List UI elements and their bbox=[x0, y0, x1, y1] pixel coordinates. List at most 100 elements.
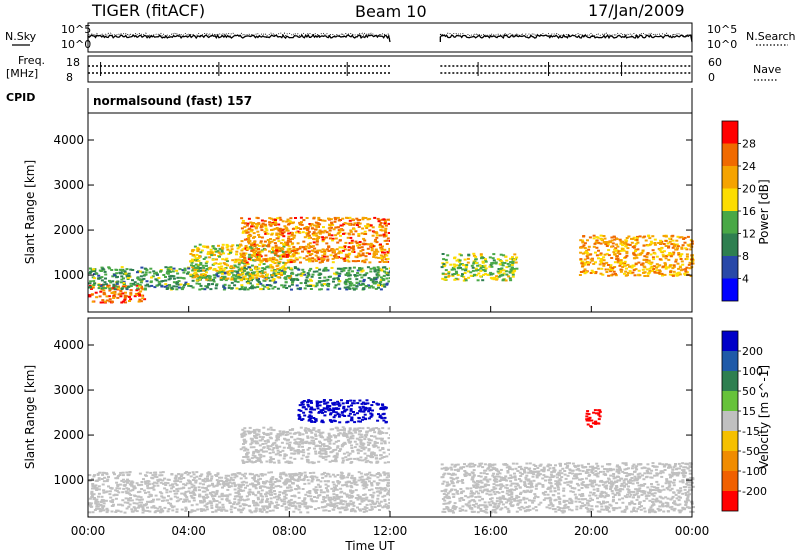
echo-cell bbox=[260, 501, 264, 504]
echo-cell bbox=[223, 275, 227, 278]
echo-cell bbox=[330, 234, 334, 237]
echo-cell bbox=[294, 247, 298, 250]
echo-cell bbox=[136, 271, 139, 274]
echo-cell bbox=[175, 492, 179, 495]
echo-cell bbox=[253, 485, 257, 488]
echo-cell bbox=[337, 275, 341, 277]
echo-cell bbox=[656, 265, 660, 268]
echo-cell bbox=[262, 507, 266, 510]
echo-cell bbox=[280, 271, 283, 274]
echo-cell bbox=[362, 497, 366, 500]
echo-cell bbox=[124, 490, 128, 493]
echo-cell bbox=[292, 501, 296, 504]
echo-cell bbox=[384, 224, 388, 227]
echo-cell bbox=[279, 228, 283, 231]
echo-cell bbox=[153, 481, 157, 484]
echo-cell bbox=[189, 494, 193, 497]
echo-cell bbox=[338, 502, 342, 505]
echo-cell bbox=[268, 223, 272, 226]
echo-cell bbox=[268, 452, 272, 455]
echo-cell bbox=[127, 499, 131, 502]
echo-cell bbox=[242, 480, 246, 483]
echo-cell bbox=[134, 509, 137, 512]
echo-cell bbox=[329, 501, 333, 504]
echo-cell bbox=[160, 495, 164, 498]
echo-cell bbox=[177, 473, 181, 476]
echo-cell bbox=[317, 460, 321, 463]
echo-cell bbox=[158, 491, 162, 494]
echo-cell bbox=[365, 510, 369, 513]
echo-cell bbox=[206, 251, 210, 254]
echo-cell bbox=[309, 285, 312, 287]
echo-cell bbox=[334, 284, 338, 287]
echo-cell bbox=[459, 254, 463, 257]
echo-cell bbox=[361, 218, 365, 221]
echo-cell bbox=[164, 266, 168, 269]
echo-cell bbox=[149, 267, 153, 270]
echo-cell bbox=[357, 234, 361, 237]
echo-cell bbox=[270, 229, 273, 231]
echo-cell bbox=[453, 278, 457, 281]
echo-cell bbox=[222, 277, 226, 280]
echo-cell bbox=[91, 478, 94, 481]
echo-cell bbox=[172, 285, 176, 288]
echo-cell bbox=[311, 436, 315, 439]
echo-cell bbox=[301, 438, 305, 441]
echo-cell bbox=[184, 508, 188, 511]
echo-cell bbox=[263, 285, 267, 288]
echo-cell bbox=[241, 503, 245, 506]
echo-cell bbox=[112, 285, 116, 288]
echo-cell bbox=[295, 474, 299, 477]
echo-cell bbox=[379, 254, 383, 257]
echo-cell bbox=[341, 249, 345, 252]
echo-cell bbox=[331, 508, 335, 511]
echo-cell bbox=[315, 224, 319, 227]
echo-cell bbox=[502, 254, 506, 257]
echo-cell bbox=[336, 272, 340, 275]
echo-cell bbox=[385, 267, 389, 270]
echo-cell bbox=[268, 506, 271, 508]
echo-cell bbox=[268, 250, 271, 253]
echo-cell bbox=[106, 509, 110, 512]
echo-cell bbox=[364, 258, 368, 261]
echo-cell bbox=[168, 484, 172, 487]
echo-cell bbox=[101, 473, 105, 476]
echo-cell bbox=[88, 474, 92, 477]
echo-cell bbox=[290, 222, 294, 225]
echo-cell bbox=[365, 478, 369, 481]
echo-cell bbox=[312, 241, 316, 244]
echo-cell bbox=[462, 275, 466, 278]
echo-cell bbox=[342, 223, 346, 226]
echo-cell bbox=[347, 249, 351, 252]
echo-cell bbox=[333, 251, 336, 254]
echo-cell bbox=[346, 400, 350, 402]
echo-cell bbox=[112, 471, 116, 474]
echo-cell bbox=[511, 275, 515, 278]
echo-cell bbox=[328, 442, 332, 445]
echo-cell bbox=[479, 267, 483, 270]
echo-cell bbox=[222, 252, 225, 255]
echo-cell bbox=[325, 406, 329, 409]
echo-cell bbox=[501, 274, 505, 277]
echo-cell bbox=[154, 473, 158, 476]
echo-cell bbox=[352, 245, 355, 248]
echo-cell bbox=[621, 248, 624, 251]
echo-cell bbox=[498, 269, 502, 272]
echo-cell bbox=[120, 278, 124, 281]
echo-cell bbox=[360, 232, 364, 235]
echo-cell bbox=[379, 474, 382, 477]
echo-cell bbox=[190, 261, 194, 264]
echo-cell bbox=[259, 255, 263, 258]
echo-cell bbox=[375, 402, 379, 405]
echo-cell bbox=[292, 254, 296, 257]
echo-cell bbox=[132, 485, 136, 488]
echo-cell bbox=[180, 487, 184, 490]
echo-cell bbox=[265, 491, 269, 494]
echo-cell bbox=[666, 242, 670, 245]
echo-cell bbox=[371, 286, 375, 289]
echo-cell bbox=[483, 264, 487, 267]
echo-cell bbox=[293, 438, 297, 441]
echo-cell bbox=[209, 266, 213, 269]
echo-cell bbox=[379, 491, 383, 494]
echo-cell bbox=[335, 497, 338, 500]
